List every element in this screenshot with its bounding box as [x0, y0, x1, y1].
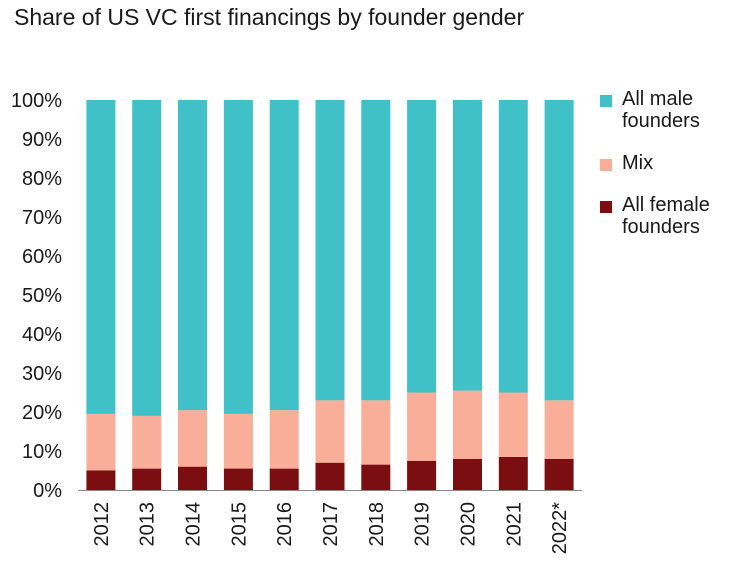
y-tick-label: 100%	[11, 90, 62, 112]
y-axis-ticks: 0% 10% 20% 30% 40% 50% 60% 70% 80% 90% 100%	[11, 90, 62, 502]
legend-swatch-all-male	[600, 95, 612, 107]
x-axis-ticks: 2012 2013 2014 2015 2016 2017 2018 2019 2020 2021…	[91, 502, 571, 554]
x-tick-label: 2020	[458, 502, 480, 547]
legend-item-all-female: All female founders	[600, 194, 740, 238]
legend-label-mix: Mix	[622, 152, 654, 174]
legend-swatch-mix	[600, 159, 612, 171]
y-tick-label: 80%	[22, 168, 62, 190]
bar-segment-all-female	[407, 460, 437, 491]
bar-segment-mix	[361, 400, 391, 465]
bar-segment-all-female	[361, 464, 391, 490]
bar-segment-mix	[223, 413, 253, 469]
bar-segment-all-male	[178, 100, 207, 411]
bar-stack-2017	[315, 100, 345, 490]
bar-segment-all-male	[132, 100, 162, 416]
bar-segment-all-female	[269, 468, 299, 490]
bar-segment-mix	[315, 400, 345, 463]
bar-segment-all-male	[86, 100, 116, 414]
bar-segment-mix	[132, 415, 162, 469]
y-tick-label: 70%	[22, 207, 62, 229]
legend-label-all-male: All male founders	[622, 88, 700, 132]
bar-segment-all-male	[544, 100, 574, 401]
y-tick-label: 90%	[22, 129, 62, 151]
y-tick-label: 20%	[22, 402, 62, 424]
bar-segment-all-male	[361, 100, 391, 401]
x-tick-label: 2022*	[549, 502, 571, 554]
legend-label-all-female: All female founders	[622, 194, 710, 238]
x-tick-label: 2015	[228, 502, 250, 547]
bar-segment-all-male	[407, 100, 437, 393]
bar-segment-mix	[86, 413, 116, 471]
x-tick-label: 2018	[366, 502, 388, 547]
bar-segment-all-male	[269, 100, 299, 411]
x-tick-label: 2019	[412, 502, 434, 547]
bar-segment-all-male	[498, 100, 528, 393]
bar-segment-all-female	[223, 468, 253, 490]
y-tick-label: 10%	[22, 441, 62, 463]
bar-stack-2021	[498, 100, 528, 490]
bar-segment-mix	[407, 392, 437, 461]
x-tick-label: 2017	[320, 502, 342, 547]
bar-stack-2015	[223, 100, 253, 490]
bar-stacks	[86, 100, 574, 491]
y-tick-label: 40%	[22, 324, 62, 346]
bar-segment-all-male	[223, 100, 253, 414]
y-tick-label: 60%	[22, 246, 62, 268]
bar-segment-all-male	[315, 100, 345, 401]
chart-legend: All male founders Mix All female founder…	[600, 88, 740, 258]
y-tick-label: 50%	[22, 285, 62, 307]
y-tick-label: 0%	[33, 480, 62, 502]
bar-stack-2022*	[544, 100, 574, 490]
bar-segment-mix	[178, 410, 207, 467]
x-tick-label: 2014	[183, 502, 205, 547]
bar-segment-mix	[269, 410, 299, 469]
x-tick-label: 2016	[274, 502, 296, 547]
bar-segment-all-male	[453, 100, 482, 391]
bar-segment-all-female	[86, 470, 116, 490]
bar-segment-all-female	[544, 458, 574, 490]
x-tick-label: 2021	[503, 502, 525, 547]
bar-stack-2019	[407, 100, 437, 491]
bar-stack-2014	[178, 100, 207, 490]
legend-item-mix: Mix	[600, 152, 740, 174]
bar-stack-2013	[132, 100, 162, 490]
x-tick-label: 2012	[91, 502, 113, 547]
bar-segment-all-female	[453, 458, 482, 490]
bar-stack-2012	[86, 100, 116, 490]
bar-segment-all-female	[315, 462, 345, 490]
bar-segment-all-female	[498, 456, 528, 490]
legend-item-all-male: All male founders	[600, 88, 740, 132]
x-tick-label: 2013	[137, 502, 159, 547]
bar-segment-all-female	[132, 468, 162, 490]
bar-segment-mix	[453, 390, 482, 459]
bar-segment-all-female	[178, 466, 207, 490]
legend-swatch-all-female	[600, 201, 612, 213]
bar-stack-2018	[361, 100, 391, 490]
bar-segment-mix	[544, 400, 574, 459]
bar-segment-mix	[498, 392, 528, 457]
chart-title: Share of US VC first financings by found…	[14, 4, 525, 30]
y-tick-label: 30%	[22, 363, 62, 385]
bar-stack-2020	[453, 100, 482, 490]
bar-stack-2016	[269, 100, 299, 490]
